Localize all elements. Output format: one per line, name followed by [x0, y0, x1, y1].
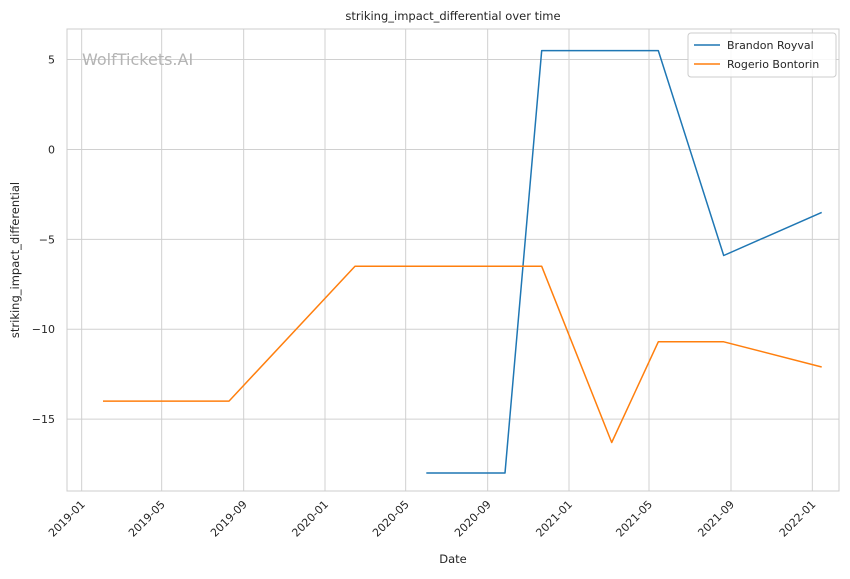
data-point-rogerio-bontorin	[540, 265, 543, 268]
x-tick-label: 2019-05	[126, 498, 168, 540]
data-point-brandon-royval	[722, 254, 725, 257]
data-point-rogerio-bontorin	[820, 365, 823, 368]
x-axis-ticks: 2019-01 2019-05 2019-09 2020-01 2020-05 2020-…	[46, 498, 818, 540]
y-tick-label: −5	[39, 233, 55, 246]
chart-title: striking_impact_differential over time	[345, 9, 560, 23]
x-tick-label: 2020-01	[289, 498, 331, 540]
data-point-brandon-royval	[425, 472, 428, 475]
data-point-brandon-royval	[540, 49, 543, 52]
data-point-brandon-royval	[657, 49, 660, 52]
data-point-rogerio-bontorin	[610, 441, 613, 444]
x-axis-title: Date	[439, 552, 467, 566]
y-axis-title: striking_impact_differential	[8, 182, 22, 338]
x-tick-label: 2019-01	[46, 498, 88, 540]
y-tick-label: 0	[48, 143, 55, 156]
y-axis-ticks: 5 0 −5 −10 −15	[32, 54, 55, 427]
x-tick-label: 2021-05	[613, 498, 655, 540]
series-line-rogerio-bontorin	[103, 265, 822, 444]
grid	[67, 29, 839, 491]
x-tick-label: 2020-09	[452, 498, 494, 540]
series-layer	[102, 49, 823, 475]
watermark: WolfTickets.AI	[82, 50, 193, 69]
plot-area-frame	[66, 28, 840, 492]
x-tick-label: 2019-09	[208, 498, 250, 540]
data-point-brandon-royval	[504, 472, 507, 475]
data-point-brandon-royval	[820, 211, 823, 214]
data-point-rogerio-bontorin	[102, 400, 105, 403]
x-tick-label: 2021-09	[695, 498, 737, 540]
data-point-rogerio-bontorin	[657, 340, 660, 343]
y-tick-label: −10	[32, 323, 55, 336]
legend-label-brandon-royval: Brandon Royval	[727, 39, 814, 52]
x-tick-label: 2022-01	[777, 498, 819, 540]
data-point-rogerio-bontorin	[722, 340, 725, 343]
x-tick-label: 2021-01	[533, 498, 575, 540]
y-tick-label: 5	[48, 54, 55, 67]
series-line-brandon-royval	[426, 49, 823, 474]
data-point-rogerio-bontorin	[354, 265, 357, 268]
y-tick-label: −15	[32, 413, 55, 426]
data-point-rogerio-bontorin	[228, 400, 231, 403]
legend: Brandon Royval Rogerio Bontorin	[687, 32, 837, 78]
x-tick-label: 2020-05	[370, 498, 412, 540]
legend-label-rogerio-bontorin: Rogerio Bontorin	[727, 58, 819, 71]
legend-box	[687, 32, 837, 78]
